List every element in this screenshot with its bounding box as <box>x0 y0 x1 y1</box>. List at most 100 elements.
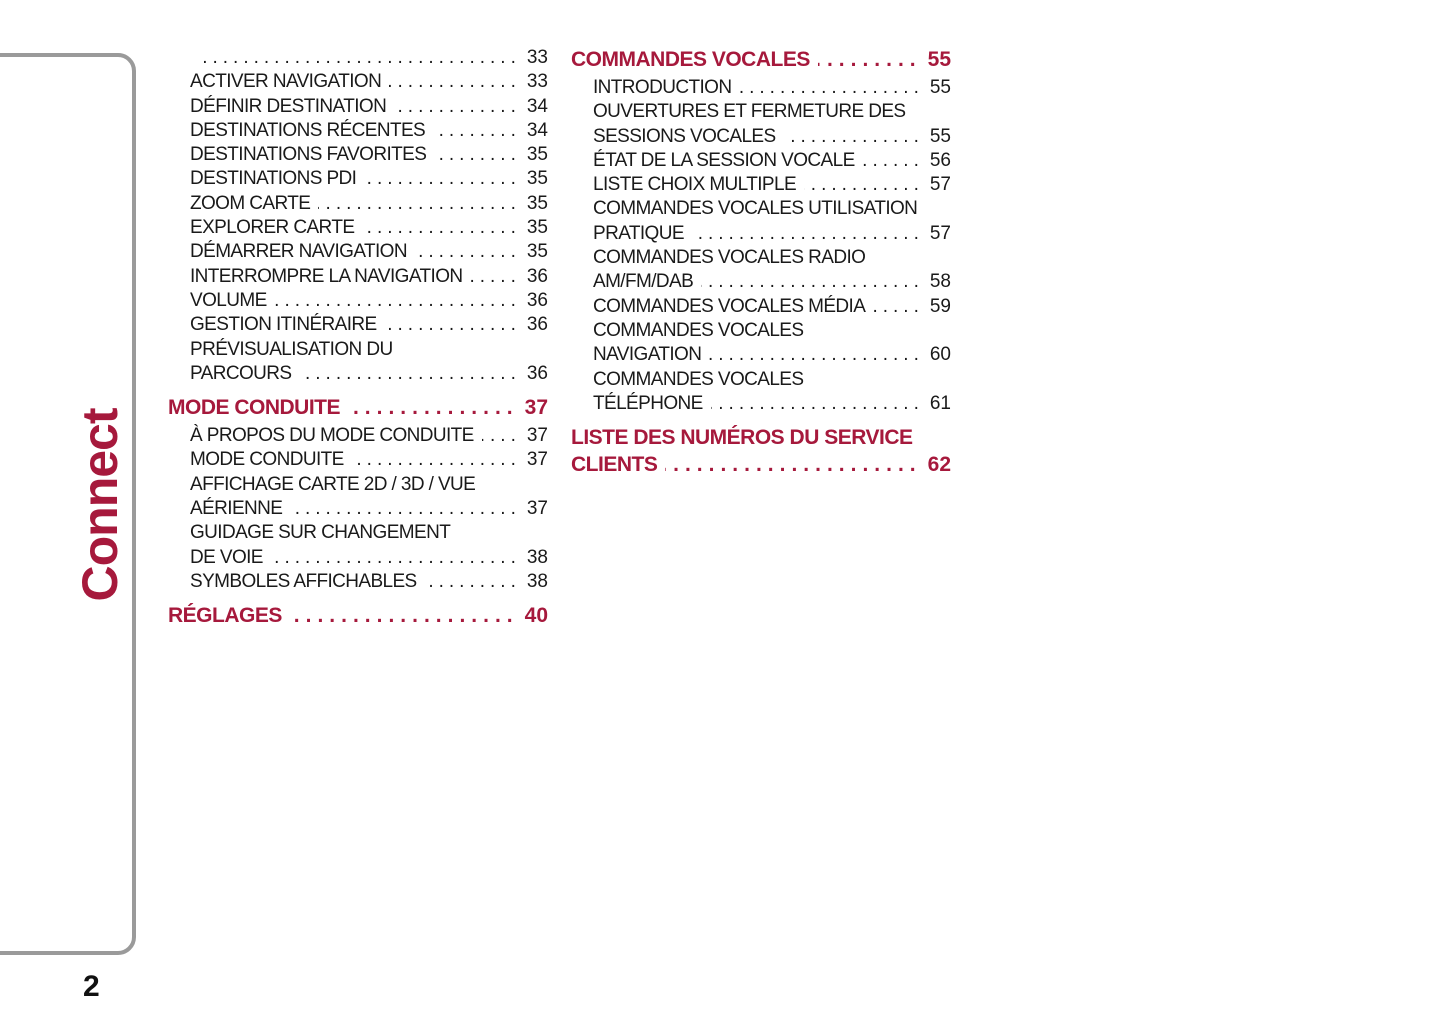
toc-entry[interactable]: ZOOM CARTE..............................… <box>168 192 548 216</box>
toc-page-number: 38 <box>526 546 548 568</box>
toc-page-number: 55 <box>929 125 951 147</box>
toc-heading[interactable]: LISTE DES NUMÉROS DU SERVICE CLIENTS.....… <box>571 424 951 478</box>
toc-page-number: 61 <box>929 392 951 414</box>
dot-leader: ........................................… <box>385 314 521 336</box>
toc-entry[interactable]: COMMANDES VOCALES UTILISATION PRATIQUE...… <box>571 197 951 246</box>
dot-leader: ........................................… <box>299 362 521 384</box>
dot-leader: ........................................… <box>433 119 521 141</box>
toc-entry[interactable]: ........................................… <box>168 46 548 70</box>
toc-entry[interactable]: INTERROMPRE LA NAVIGATION...............… <box>168 265 548 289</box>
toc-entry[interactable]: GUIDAGE SUR CHANGEMENT DE VOIE...........… <box>168 521 548 570</box>
toc-entry[interactable]: SYMBOLES AFFICHABLES....................… <box>168 570 548 594</box>
toc-page-number: 37 <box>526 425 548 447</box>
toc-page-number: 58 <box>929 271 951 293</box>
toc-entry[interactable]: COMMANDES VOCALES TÉLÉPHONE..............… <box>571 368 951 417</box>
dot-leader: ........................................… <box>873 295 924 317</box>
dot-leader: ........................................… <box>289 604 519 628</box>
toc-entry-title: LISTE DES NUMÉROS DU SERVICE <box>571 426 913 450</box>
toc-entry[interactable]: DÉFINIR DESTINATION.....................… <box>168 95 548 119</box>
toc-heading[interactable]: COMMANDES VOCALES.......................… <box>571 46 951 73</box>
toc-entry[interactable]: DESTINATIONS RÉCENTES...................… <box>168 119 548 143</box>
toc-entry[interactable]: EXPLORER CARTE..........................… <box>168 216 548 240</box>
dot-leader: ........................................… <box>352 449 521 471</box>
toc-entry-title: COMMANDES VOCALES <box>593 368 804 390</box>
toc-entry-title: INTERROMPRE LA NAVIGATION <box>190 265 463 287</box>
toc-entry-title: OUVERTURES ET FERMETURE DES <box>593 101 906 123</box>
dot-leader: ........................................… <box>862 149 924 171</box>
toc-page-number: 37 <box>524 396 548 420</box>
toc-entry-title: ÉTAT DE LA SESSION VOCALE <box>593 149 855 171</box>
toc-entry-title: AM/FM/DAB <box>593 271 694 293</box>
toc-entry-title: DE VOIE <box>190 546 263 568</box>
toc-entry[interactable]: ACTIVER NAVIGATION......................… <box>168 70 548 94</box>
dot-leader: ........................................… <box>389 71 521 93</box>
toc-entry-title: SYMBOLES AFFICHABLES <box>190 570 417 592</box>
dot-leader: ........................................… <box>290 498 521 520</box>
dot-leader: ........................................… <box>482 425 521 447</box>
dot-leader: ........................................… <box>665 453 922 477</box>
toc-entry[interactable]: LISTE CHOIX MULTIPLE....................… <box>571 173 951 197</box>
dot-leader: ........................................… <box>804 174 924 196</box>
toc-page-number: 36 <box>526 362 548 384</box>
toc-entry-title: CLIENTS <box>571 453 658 477</box>
toc-entry[interactable]: DESTINATIONS PDI........................… <box>168 167 548 191</box>
toc-page-number: 60 <box>929 344 951 366</box>
toc-entry-title: RÉGLAGES <box>168 604 282 628</box>
toc-entry-title: NAVIGATION <box>593 344 702 366</box>
toc-entry[interactable]: DÉMARRER NAVIGATION.....................… <box>168 240 548 264</box>
toc-page-number: 34 <box>526 95 548 117</box>
toc-heading[interactable]: MODE CONDUITE...........................… <box>168 394 548 421</box>
toc-right-column: COMMANDES VOCALES.......................… <box>571 46 951 481</box>
toc-entry[interactable]: COMMANDES VOCALES NAVIGATION.............… <box>571 319 951 368</box>
dot-leader: ........................................… <box>692 222 924 244</box>
dot-leader: ........................................… <box>709 344 924 366</box>
toc-entry[interactable]: DESTINATIONS FAVORITES..................… <box>168 143 548 167</box>
toc-entry-title: LISTE CHOIX MULTIPLE <box>593 174 797 196</box>
toc-page-number: 37 <box>526 449 548 471</box>
toc-page-number: 35 <box>526 241 548 263</box>
toc-entry-title: À PROPOS DU MODE CONDUITE <box>190 425 474 447</box>
section-label: Connect <box>72 408 128 602</box>
toc-entry[interactable]: MODE CONDUITE...........................… <box>168 448 548 472</box>
toc-entry-title: COMMANDES VOCALES <box>571 48 810 71</box>
toc-entry-title: COMMANDES VOCALES UTILISATION <box>593 198 918 220</box>
toc-entry-title: COMMANDES VOCALES MÉDIA <box>593 295 866 317</box>
toc-entry-title: DESTINATIONS FAVORITES <box>190 144 427 166</box>
toc-page-number: 56 <box>929 149 951 171</box>
toc-page-number: 57 <box>929 222 951 244</box>
toc-entry-title: INTRODUCTION <box>593 77 732 98</box>
toc-page-number: 35 <box>526 217 548 239</box>
toc-page-number: 33 <box>526 71 548 93</box>
toc-page-number: 59 <box>929 295 951 317</box>
toc-entry-title: TÉLÉPHONE <box>593 392 703 414</box>
dot-leader: ........................................… <box>198 47 521 68</box>
dot-leader: ........................................… <box>348 396 519 420</box>
toc-page-number: 36 <box>526 265 548 287</box>
toc-page-number: 37 <box>526 498 548 520</box>
toc-entry[interactable]: PRÉVISUALISATION DU PARCOURS.............… <box>168 338 548 387</box>
toc-entry-title: DÉFINIR DESTINATION <box>190 95 387 117</box>
toc-page-number: 38 <box>526 570 548 592</box>
toc-entry-title: DÉMARRER NAVIGATION <box>190 241 408 263</box>
toc-page-number: 33 <box>526 47 548 68</box>
toc-entry[interactable]: VOLUME..................................… <box>168 289 548 313</box>
toc-entry-title: SESSIONS VOCALES <box>593 125 776 147</box>
toc-entry[interactable]: ÉTAT DE LA SESSION VOCALE...............… <box>571 149 951 173</box>
toc-entry[interactable]: COMMANDES VOCALES RADIO AM/FM/DAB........… <box>571 246 951 295</box>
toc-page-number: 36 <box>526 289 548 311</box>
toc-entry-title: AÉRIENNE <box>190 498 283 520</box>
toc-entry[interactable]: INTRODUCTION............................… <box>571 76 951 100</box>
toc-entry-title: PRATIQUE <box>593 222 685 244</box>
toc-heading[interactable]: RÉGLAGES................................… <box>168 602 548 629</box>
toc-entry-title: GUIDAGE SUR CHANGEMENT <box>190 522 451 544</box>
toc-entry[interactable]: AFFICHAGE CARTE 2D / 3D / VUE AÉRIENNE...… <box>168 473 548 522</box>
toc-entry[interactable]: À PROPOS DU MODE CONDUITE...............… <box>168 424 548 448</box>
toc-entry[interactable]: GESTION ITINÉRAIRE......................… <box>168 313 548 337</box>
dot-leader: ........................................… <box>434 144 521 166</box>
toc-page-number: 57 <box>929 174 951 196</box>
toc-entry-title: ACTIVER NAVIGATION <box>190 71 382 93</box>
toc-entry-title: ZOOM CARTE <box>190 192 311 214</box>
toc-entry[interactable]: OUVERTURES ET FERMETURE DES SESSIONS VOCA… <box>571 100 951 149</box>
toc-entry[interactable]: COMMANDES VOCALES MÉDIA.................… <box>571 295 951 319</box>
dot-leader: ........................................… <box>470 265 521 287</box>
